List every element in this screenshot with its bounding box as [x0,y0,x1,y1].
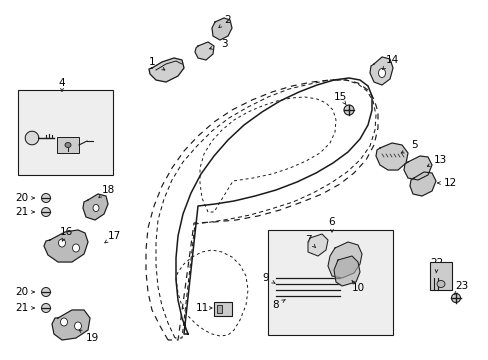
Ellipse shape [450,293,460,302]
Text: 16: 16 [59,227,73,237]
Text: 3: 3 [220,39,227,49]
Text: 23: 23 [454,281,468,291]
Bar [429,262,451,290]
Text: 19: 19 [85,333,99,343]
Text: 22: 22 [429,258,443,268]
Polygon shape [25,131,39,145]
Text: 2: 2 [224,15,231,25]
Text: 4: 4 [59,78,65,88]
Ellipse shape [72,244,80,252]
Polygon shape [327,242,361,278]
Polygon shape [149,58,183,82]
Ellipse shape [65,143,71,148]
Text: 18: 18 [101,185,114,195]
Text: 13: 13 [432,155,446,165]
Polygon shape [212,18,231,40]
Text: 17: 17 [107,231,121,241]
Bar [217,305,222,313]
Polygon shape [333,256,359,286]
Polygon shape [403,156,431,180]
Ellipse shape [41,193,50,202]
Text: 11: 11 [195,303,208,313]
Polygon shape [307,234,327,256]
Polygon shape [375,143,407,170]
Polygon shape [409,172,435,196]
Bar [214,302,231,316]
Text: 9: 9 [262,273,269,283]
Ellipse shape [93,204,99,211]
Ellipse shape [59,239,65,247]
Text: 5: 5 [411,140,417,150]
Text: 8: 8 [272,300,279,310]
Text: 20: 20 [16,193,28,203]
Ellipse shape [378,68,385,77]
Ellipse shape [41,303,50,312]
Polygon shape [44,230,88,262]
Ellipse shape [41,207,50,216]
Ellipse shape [436,280,444,288]
Polygon shape [195,42,214,60]
Ellipse shape [41,288,50,297]
Ellipse shape [74,322,81,330]
Polygon shape [52,310,90,340]
Text: 14: 14 [385,55,398,65]
Polygon shape [83,194,108,220]
Text: 10: 10 [351,283,364,293]
Text: 15: 15 [333,92,346,102]
Bar [267,230,392,335]
Ellipse shape [343,105,353,115]
Text: 1: 1 [148,57,155,67]
Text: 7: 7 [304,235,311,245]
Polygon shape [369,57,392,85]
Text: 21: 21 [15,207,29,217]
Text: 6: 6 [328,217,335,227]
Ellipse shape [61,318,67,326]
Text: 21: 21 [15,303,29,313]
Text: 20: 20 [16,287,28,297]
Text: 12: 12 [443,178,456,188]
Bar [18,90,113,175]
Bar [57,137,79,153]
